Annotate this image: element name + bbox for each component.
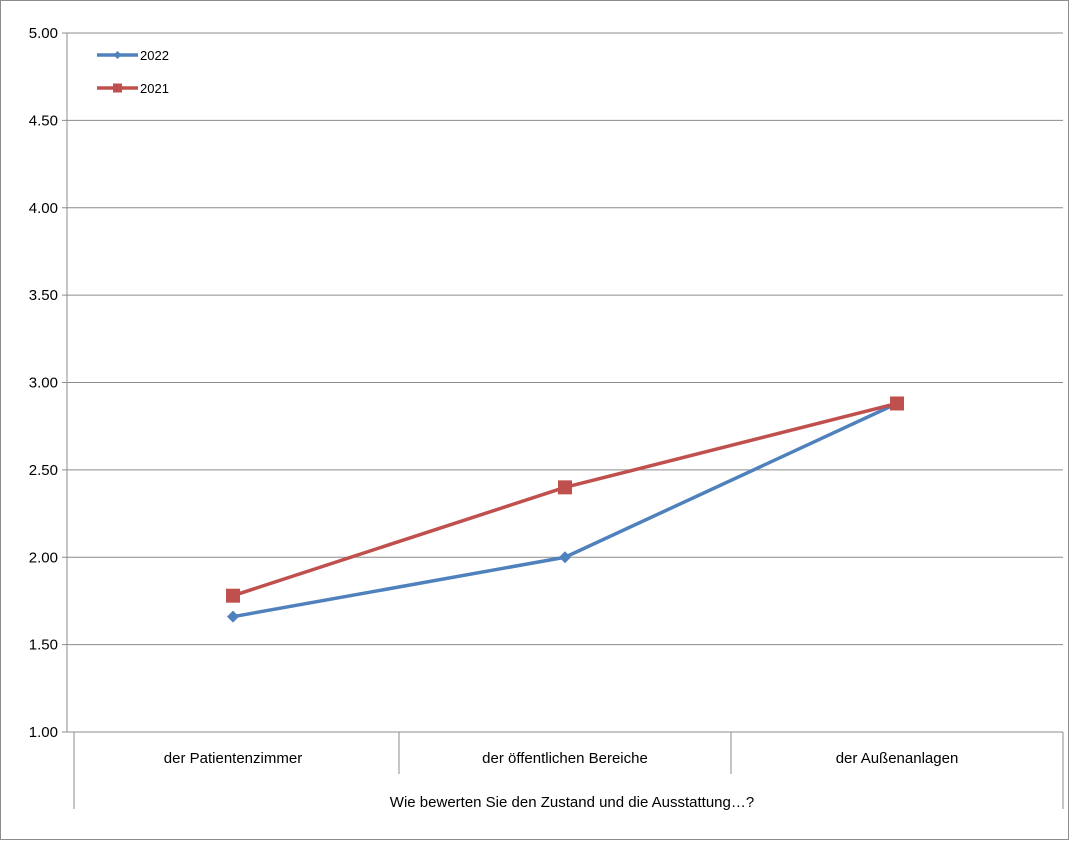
x-axis-title: Wie bewerten Sie den Zustand und die Aus… bbox=[390, 794, 754, 811]
x-tick-label: der Patientenzimmer bbox=[164, 750, 302, 767]
y-tick-label: 4.00 bbox=[29, 200, 58, 217]
series-line-2021 bbox=[231, 401, 899, 598]
legend-label-2021: 2021 bbox=[140, 81, 169, 96]
legend: 2022 2021 bbox=[97, 48, 169, 96]
data-point-2022 bbox=[559, 551, 571, 564]
y-tick-label: 2.50 bbox=[29, 462, 58, 479]
y-tick-label: 3.00 bbox=[29, 375, 58, 392]
y-tick-label: 2.00 bbox=[29, 549, 58, 566]
gridlines bbox=[67, 32, 1063, 733]
axes: 1.00 1.50 2.00 2.50 3.00 3.50 4.00 4.50 5.00 der … bbox=[29, 25, 1064, 809]
y-tick-label: 4.50 bbox=[29, 112, 58, 129]
y-tick-label: 3.50 bbox=[29, 287, 58, 304]
legend-marker-2022 bbox=[113, 51, 122, 59]
legend-marker-2021 bbox=[113, 83, 122, 93]
legend-label-2022: 2022 bbox=[140, 48, 169, 63]
x-tick-label: der Außenanlagen bbox=[836, 750, 959, 767]
y-tick-label: 1.50 bbox=[29, 637, 58, 654]
data-point-2021 bbox=[890, 396, 904, 411]
data-point-2021 bbox=[558, 480, 572, 495]
x-tick-label: der öffentlichen Bereiche bbox=[482, 750, 648, 767]
data-point-2022 bbox=[227, 610, 239, 623]
y-tick-label: 1.00 bbox=[29, 724, 58, 741]
data-point-2021 bbox=[226, 588, 240, 603]
y-tick-label: 5.00 bbox=[29, 25, 58, 42]
series-line-2022 bbox=[231, 401, 899, 619]
series-lines bbox=[226, 396, 904, 623]
